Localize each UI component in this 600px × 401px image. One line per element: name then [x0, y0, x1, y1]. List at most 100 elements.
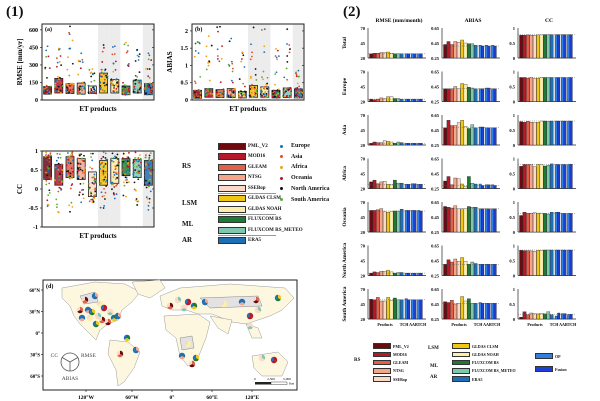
site-point — [104, 176, 107, 179]
outlier-point — [48, 182, 51, 185]
lon-tick-label: 60°E — [206, 394, 218, 401]
site-point — [143, 167, 146, 170]
legend2-group-label: ML — [430, 364, 439, 369]
site-pie-sector — [184, 298, 188, 304]
site-point — [90, 194, 93, 197]
outlier-point — [113, 193, 115, 196]
region-label: Asia — [342, 125, 348, 136]
bar-fusion — [419, 184, 423, 189]
site-pie-sector — [76, 306, 80, 312]
bar-gldas-noah — [389, 300, 394, 320]
bar-op — [417, 53, 421, 59]
site-point — [150, 91, 153, 94]
extreme-point — [57, 47, 60, 50]
site-point — [147, 86, 150, 88]
site-point — [77, 166, 79, 169]
site-point — [59, 173, 61, 175]
site-point — [58, 177, 61, 180]
bar-fusion — [413, 210, 417, 233]
outlier-point — [149, 190, 152, 193]
outlier-point — [100, 157, 103, 160]
bar-gldas-clsm — [386, 184, 390, 189]
site-point — [81, 159, 84, 162]
outlier-point — [125, 51, 128, 54]
site-pie-sector — [252, 296, 256, 302]
site-point — [147, 164, 150, 167]
bar-era5 — [549, 314, 554, 320]
site-point — [137, 172, 140, 174]
outlier-point — [277, 88, 280, 91]
site-point — [253, 88, 256, 91]
site-point — [137, 88, 139, 91]
site-point — [80, 158, 83, 161]
site-point — [132, 173, 135, 176]
outlier-point — [70, 201, 73, 204]
bar-fusion — [487, 127, 491, 146]
outlier-point — [276, 49, 279, 52]
metric-header: RMSE (mm/month) — [376, 17, 423, 24]
site-point — [273, 91, 276, 94]
outlier-point — [79, 67, 82, 70]
site-pie-sector — [90, 314, 94, 320]
bar-op — [404, 272, 408, 276]
site-pie-sector — [133, 350, 139, 354]
site-point — [59, 91, 62, 94]
site-point — [300, 94, 303, 97]
legend-label: Asia — [291, 153, 303, 160]
site-pie-sector — [188, 340, 192, 346]
site-pie-sector — [188, 298, 192, 304]
site-point — [87, 84, 90, 87]
site-point — [67, 176, 70, 178]
bar-gleam — [526, 34, 530, 59]
extreme-point — [102, 44, 105, 46]
map-d-site-pies: (d) 60°N 30°N 0° 30°S 60°S 120°W 60°W 0° 60°E 120°… — [29, 279, 298, 401]
site-point — [122, 174, 125, 176]
y-tick-label: 150 — [29, 80, 38, 86]
bar-fusion — [563, 77, 567, 102]
extreme-point — [147, 52, 150, 55]
site-point — [111, 181, 114, 184]
outlier-point — [194, 82, 197, 84]
extreme-point — [136, 48, 139, 51]
y-tick-label: 1 — [513, 113, 516, 118]
site-point — [237, 93, 240, 95]
legend-label: OP — [555, 353, 561, 359]
bar-gleam — [526, 250, 530, 276]
outlier-point — [122, 181, 125, 184]
site-point — [256, 92, 259, 94]
site-point — [50, 85, 52, 88]
outlier-point — [113, 186, 116, 188]
outlier-point — [127, 65, 130, 67]
site-pie-sector — [82, 314, 86, 320]
bar-fusion — [569, 314, 573, 320]
legend-region-africa: Africa — [280, 163, 307, 171]
bar-gldas-noah — [463, 300, 468, 320]
bar-fluxcom-rs — [543, 213, 547, 233]
bar-mod16 — [446, 176, 451, 189]
bar-ntsg — [379, 142, 384, 146]
site-point — [243, 90, 246, 93]
site-point — [94, 84, 97, 87]
outlier-point — [82, 197, 85, 200]
site-point — [81, 177, 84, 180]
outlier-point — [71, 62, 74, 65]
bar-era5 — [549, 163, 554, 189]
outlier-point — [249, 58, 252, 61]
site-point — [192, 94, 195, 96]
site-point — [115, 87, 118, 90]
legend-swatch — [452, 368, 470, 374]
legend-group-label: LSM — [182, 199, 198, 207]
outlier-point — [112, 70, 115, 73]
outlier-point — [231, 62, 234, 65]
outlier-point — [220, 57, 223, 60]
y-tick-label: 0.5 — [509, 85, 515, 90]
site-point — [285, 90, 287, 93]
site-point — [100, 87, 102, 89]
site-point — [226, 94, 229, 96]
site-pie-sector — [191, 306, 197, 310]
outlier-point — [138, 154, 141, 157]
legend-label: South America — [291, 196, 330, 203]
bar-gldas-noah — [539, 77, 544, 102]
outlier-point — [80, 189, 83, 191]
bar-pml-v2 — [519, 166, 523, 189]
